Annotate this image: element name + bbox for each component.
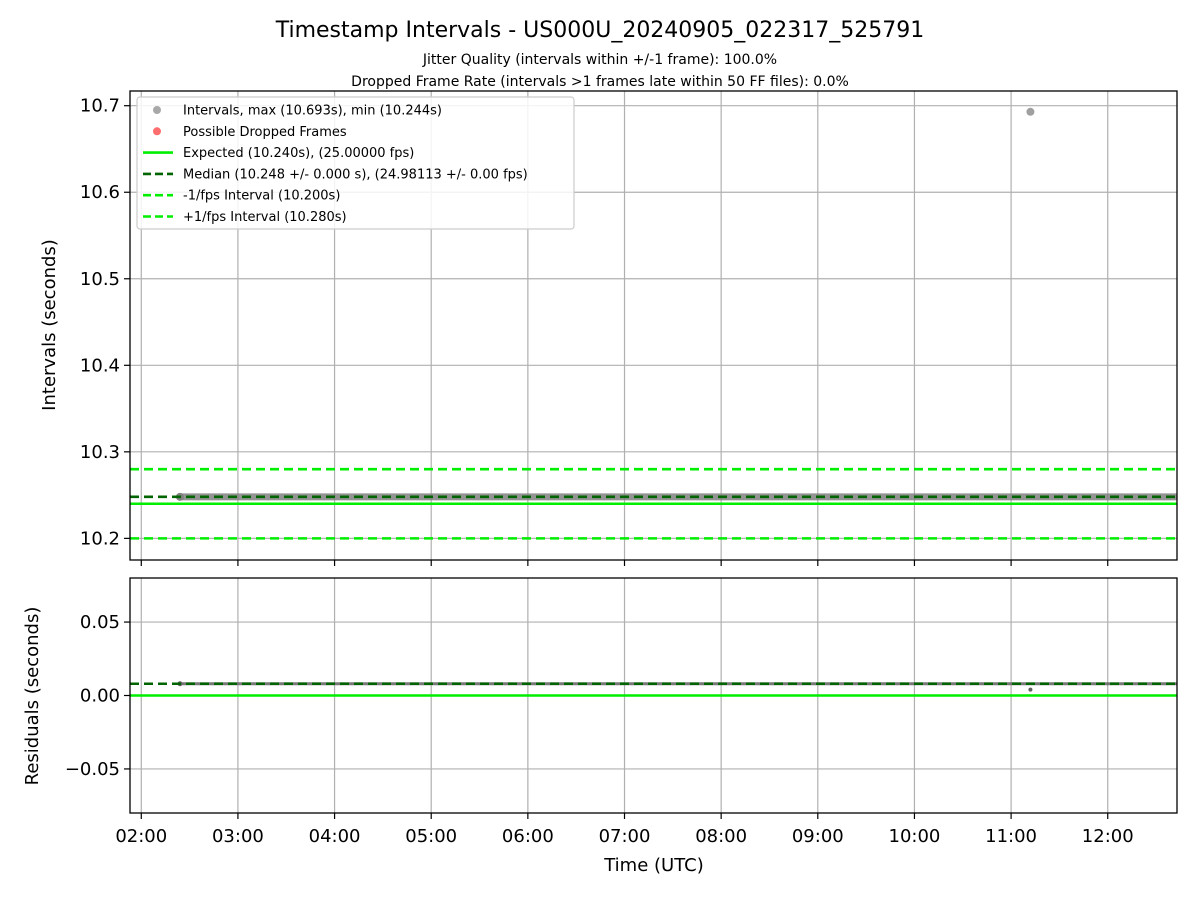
residuals-panel: 0.05 0.00 −0.05 02:00 03:00 04:00 05:00 06:00 07… xyxy=(65,577,1178,847)
chart-title: Timestamp Intervals - US000U_20240905_02… xyxy=(275,18,925,43)
x-tick-label: 07:00 xyxy=(599,826,651,847)
bottom-y-tick-label: −0.05 xyxy=(65,759,120,780)
legend-entry-0: Intervals, max (10.693s), min (10.244s) xyxy=(183,104,442,119)
top-y-tick-label: 10.5 xyxy=(80,269,120,290)
top-y-tick-label: 10.7 xyxy=(80,96,120,117)
top-y-tick-label: 10.3 xyxy=(80,442,120,463)
chart-subtitle-2: Dropped Frame Rate (intervals >1 frames … xyxy=(351,74,849,90)
top-y-axis-label: Intervals (seconds) xyxy=(39,239,60,411)
intervals-panel: 10.2 10.3 10.4 10.5 10.6 10.7 xyxy=(80,90,1178,566)
legend-entry-3: Median (10.248 +/- 0.000 s), (24.98113 +… xyxy=(183,167,528,182)
legend-box xyxy=(136,96,575,230)
x-tick-label: 08:00 xyxy=(695,826,747,847)
top-outlier-point xyxy=(1026,107,1035,116)
top-plot-area xyxy=(130,107,1177,540)
x-tick-label: 03:00 xyxy=(212,826,264,847)
bottom-y-axis-label: Residuals (seconds) xyxy=(22,607,43,786)
top-frame xyxy=(129,90,1178,561)
legend-marker-0 xyxy=(153,106,161,114)
x-tick-label: 06:00 xyxy=(502,826,554,847)
bottom-y-tick-label: 0.00 xyxy=(80,686,120,707)
x-tick-label: 10:00 xyxy=(889,826,941,847)
x-tick-label: 02:00 xyxy=(115,826,167,847)
legend-marker-1 xyxy=(153,127,161,136)
bottom-plot-area xyxy=(130,681,1177,697)
x-tick-label: 12:00 xyxy=(1082,826,1134,847)
top-y-tick-label: 10.4 xyxy=(80,355,120,376)
top-y-tick-label: 10.6 xyxy=(80,182,120,203)
bottom-frame xyxy=(129,577,1178,814)
x-tick-label: 11:00 xyxy=(985,826,1037,847)
x-tick-label: 05:00 xyxy=(405,826,457,847)
x-tick-label: 04:00 xyxy=(309,826,361,847)
top-y-tick-label: 10.2 xyxy=(80,528,120,549)
chart-subtitle-1: Jitter Quality (intervals within +/-1 fr… xyxy=(422,52,777,68)
legend-entry-4: -1/fps Interval (10.200s) xyxy=(183,189,340,204)
x-axis-label: Time (UTC) xyxy=(603,855,704,876)
bottom-residual-point xyxy=(1028,687,1033,692)
legend-entry-2: Expected (10.240s), (25.00000 fps) xyxy=(183,146,414,161)
legend-entry-5: +1/fps Interval (10.280s) xyxy=(183,210,347,225)
legend: Intervals, max (10.693s), min (10.244s) P… xyxy=(136,96,575,230)
legend-entry-1: Possible Dropped Frames xyxy=(183,125,347,140)
x-tick-label: 09:00 xyxy=(792,826,844,847)
bottom-y-tick-label: 0.05 xyxy=(80,612,120,633)
